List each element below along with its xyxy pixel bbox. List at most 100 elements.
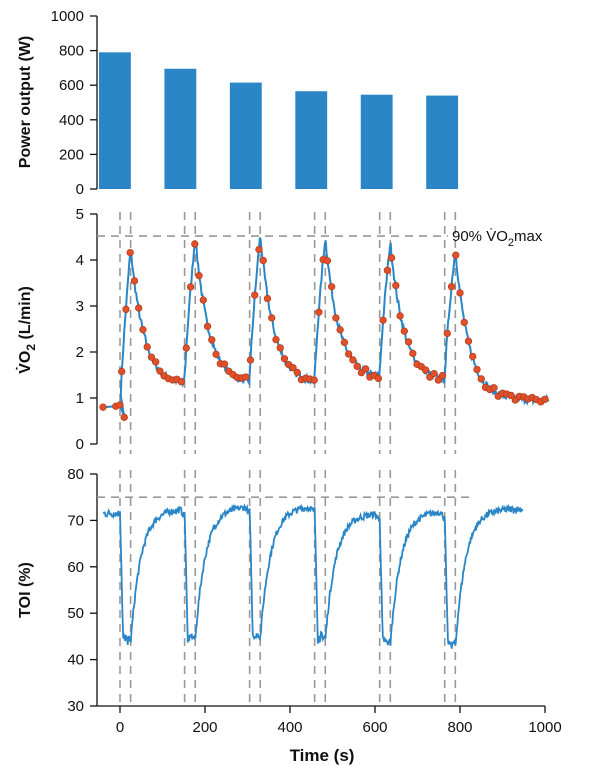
vo2-point-185 <box>272 335 280 344</box>
vo2-point-50 <box>156 367 164 375</box>
vo2-point-390 <box>447 283 456 291</box>
vo2-point-40 <box>147 353 156 361</box>
power-ytick-label-3: 600 <box>59 77 84 94</box>
vo2-point-95 <box>195 272 203 280</box>
vo2-y-ticks: 0 1 2 3 4 5 <box>76 206 97 453</box>
vo2-point-425 <box>477 375 485 383</box>
vo2-point-10 <box>122 305 130 313</box>
vo2-point-80 <box>182 344 190 352</box>
vo2-point-90 <box>191 240 199 248</box>
vo2-point-205 <box>289 364 297 372</box>
x-tick-label-4: 800 <box>447 719 472 736</box>
toi-ytick-label-0: 30 <box>67 698 84 715</box>
vo2-point-30 <box>139 326 147 334</box>
vo2-point-265 <box>340 338 349 347</box>
vo2-point-385 <box>443 329 451 338</box>
power-y-axis-label: Power output (W) <box>17 36 34 168</box>
toi-panel: 30 40 50 60 70 80 0 200 400 600 800 1000 TOI (%) T… <box>17 466 562 765</box>
vo2-point-255 <box>332 314 340 322</box>
vo2-point-410 <box>464 337 473 345</box>
vo2-point-3 <box>120 413 128 421</box>
toi-ytick-label-2: 50 <box>67 605 84 622</box>
vo2-point-245 <box>323 257 332 265</box>
vo2-ytick-label-1: 1 <box>76 390 84 407</box>
vo2-point-125 <box>220 360 229 368</box>
vo2-point-165 <box>255 245 263 254</box>
vo2-point-250 <box>328 283 336 291</box>
power-bar-5 <box>360 94 393 189</box>
vo2-interval-lines <box>119 212 457 454</box>
vo2-point-270 <box>345 350 353 358</box>
vo2-ytick-label-5: 5 <box>76 206 84 223</box>
vo2-90pct-annotation: 90% V̇O2max <box>452 228 543 249</box>
vo2-ytick-label-4: 4 <box>76 252 84 269</box>
vo2-point-500 <box>541 395 549 403</box>
vo2-point-85 <box>186 283 195 291</box>
vo2-point-180 <box>268 314 276 322</box>
vo2-point-110 <box>208 336 216 344</box>
vo2-point-315 <box>383 266 391 275</box>
power-bar-1 <box>98 52 131 189</box>
vo2-point-290 <box>362 365 370 373</box>
x-tick-label-0: 0 <box>116 719 124 736</box>
power-panel: 0 200 400 600 800 1000 Power output (W) <box>17 8 459 198</box>
vo2-point-440 <box>490 384 498 392</box>
power-ytick-label-5: 1000 <box>51 8 84 25</box>
vo2-y-axis-label: V̇O2 (L/min) <box>16 286 38 374</box>
power-bars <box>98 52 459 189</box>
vo2-point-310 <box>379 316 387 324</box>
vo2-point-155 <box>246 356 255 364</box>
power-bar-4 <box>295 91 328 189</box>
vo2-point-2 <box>116 401 124 409</box>
vo2-ytick-label-2: 2 <box>76 344 84 361</box>
x-tick-label-3: 600 <box>362 719 387 736</box>
vo2-ytick-label-0: 0 <box>76 436 84 453</box>
toi-y-axis-label: TOI (%) <box>17 562 34 618</box>
vo2-point-210 <box>293 368 301 377</box>
vo2-point-75 <box>177 378 185 386</box>
vo2-point-380 <box>438 371 447 380</box>
vo2-point-335 <box>400 327 408 335</box>
power-bar-6 <box>426 95 459 189</box>
vo2-point-275 <box>349 356 357 364</box>
vo2-point-235 <box>315 308 323 316</box>
vo2-point-0 <box>99 403 107 411</box>
vo2-point-160 <box>251 291 259 299</box>
vo2-point-25 <box>135 304 143 312</box>
vo2-point-100 <box>199 296 207 304</box>
vo2-point-360 <box>421 366 430 374</box>
vo2-point-190 <box>276 344 284 352</box>
vo2-point-305 <box>374 374 383 383</box>
vo2-panel: 0 1 2 3 4 5 90% V̇O2max V̇O2 (L/min) <box>16 206 550 454</box>
vo2-point-395 <box>452 251 460 259</box>
vo2-point-175 <box>263 294 272 303</box>
power-ytick-label-2: 400 <box>59 112 84 129</box>
x-axis-label: Time (s) <box>290 746 355 765</box>
x-tick-label-1: 200 <box>192 719 217 736</box>
vo2-point-195 <box>280 355 289 363</box>
vo2-point-340 <box>404 338 413 346</box>
vo2-point-415 <box>469 352 477 361</box>
vo2-point-370 <box>430 369 438 378</box>
toi-y-ticks: 30 40 50 60 70 80 <box>67 466 97 715</box>
toi-interval-lines <box>119 470 457 706</box>
vo2-point-115 <box>212 350 220 358</box>
vo2-point-230 <box>310 376 318 384</box>
vo2-point-20 <box>130 277 139 285</box>
vo2-point-345 <box>409 349 417 358</box>
vo2-point-35 <box>143 343 151 351</box>
toi-series-line <box>102 503 524 649</box>
power-ytick-label-0: 0 <box>76 181 84 198</box>
vo2-point-400 <box>456 289 464 297</box>
vo2-point-375 <box>434 376 442 384</box>
vo2-point-280 <box>353 362 361 371</box>
vo2-point-460 <box>507 391 515 400</box>
toi-ytick-label-5: 80 <box>67 466 84 483</box>
vo2-point-5 <box>118 367 126 376</box>
vo2-point-260 <box>336 326 344 334</box>
vo2-point-320 <box>387 254 396 262</box>
x-tick-label-2: 400 <box>277 719 302 736</box>
vo2-point-330 <box>396 312 404 320</box>
power-bar-2 <box>164 68 197 189</box>
